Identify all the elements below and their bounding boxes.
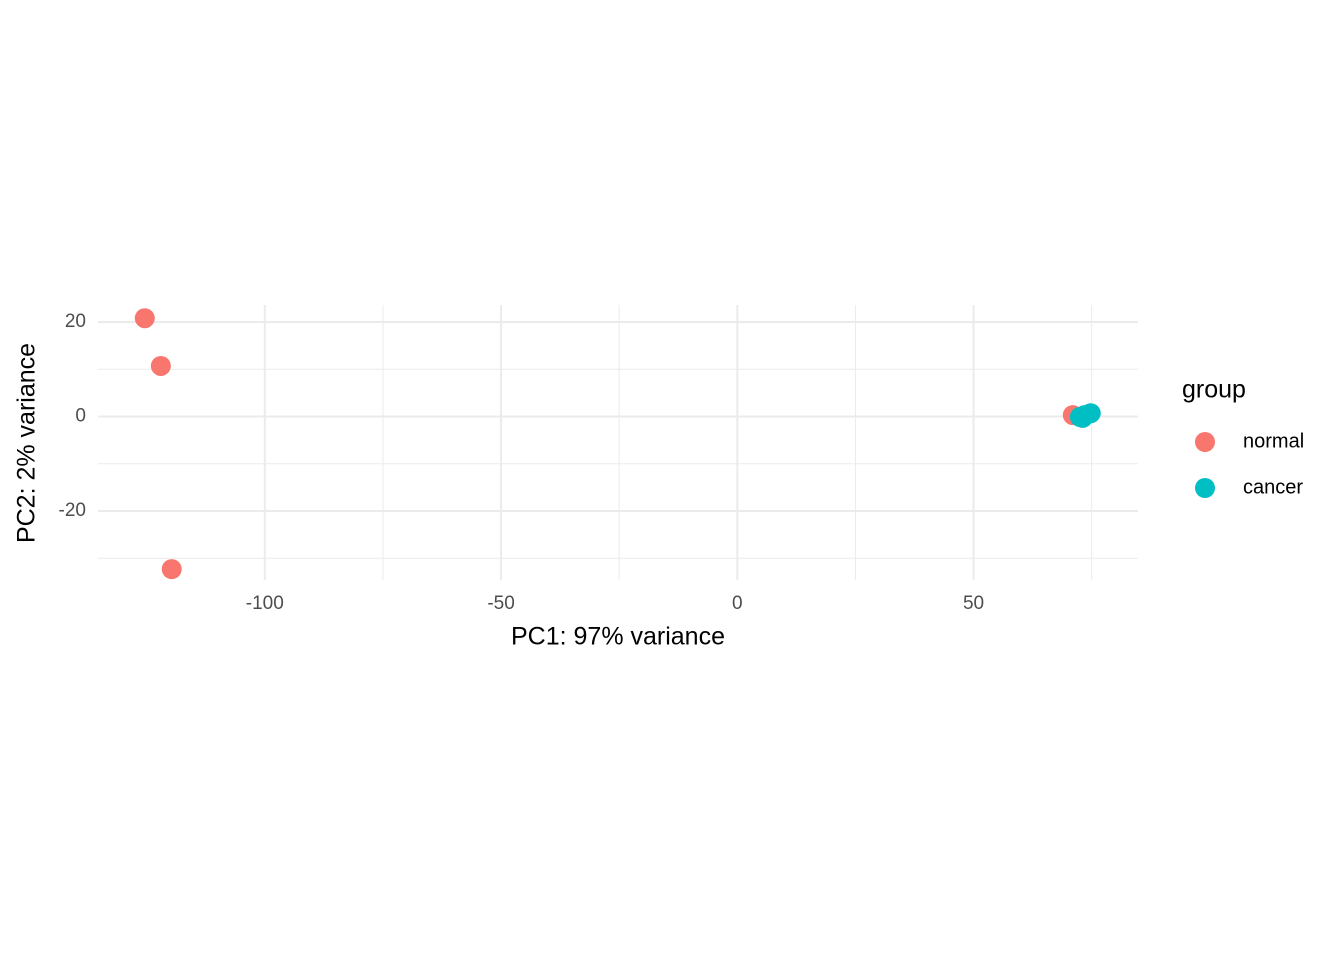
legend-title: group (1182, 376, 1246, 404)
y-tick-label: 20 (65, 311, 86, 332)
legend-key (1195, 478, 1215, 498)
point (134, 308, 155, 329)
point (161, 559, 182, 580)
y-tick-label: -20 (59, 500, 86, 521)
x-tick-label: 50 (963, 593, 984, 614)
y-tick-label: 0 (75, 406, 86, 427)
legend-label: normal (1243, 430, 1304, 452)
x-axis-title: PC1: 97% variance (511, 623, 725, 651)
x-tick-label: 0 (732, 593, 743, 614)
point (150, 355, 171, 376)
legend-key (1195, 432, 1215, 452)
y-axis-title: PC2: 2% variance (13, 343, 41, 543)
x-tick-label: -100 (246, 593, 284, 614)
point (1072, 407, 1093, 428)
legend-label: cancer (1243, 476, 1303, 498)
x-tick-label: -50 (487, 593, 514, 614)
